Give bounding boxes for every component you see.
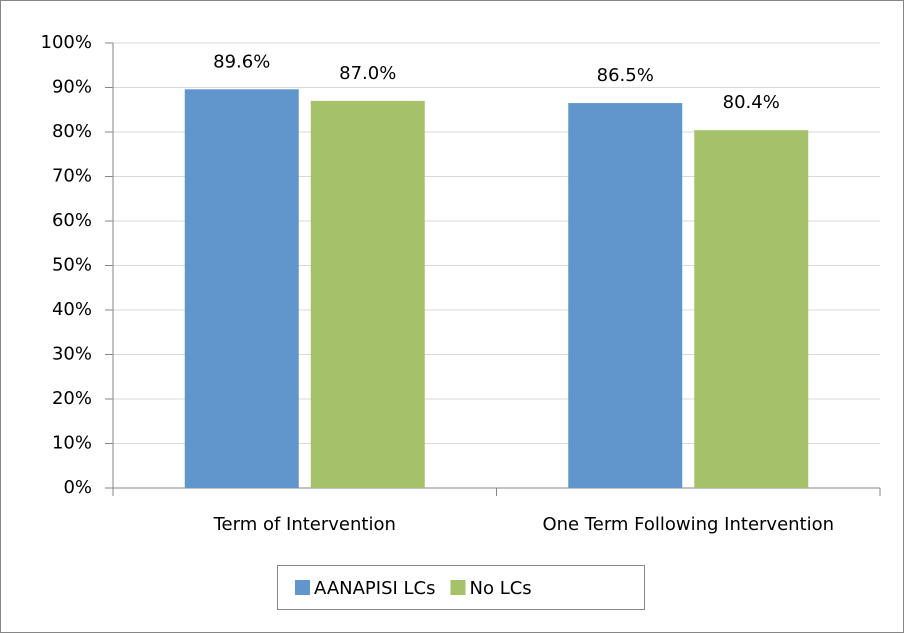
y-tick-label: 40% (52, 299, 92, 320)
bar (184, 89, 299, 488)
y-tick-label: 90% (52, 77, 92, 98)
bar (568, 103, 683, 488)
y-tick-label: 70% (52, 166, 92, 187)
legend-swatch (295, 580, 310, 595)
y-tick-label: 30% (52, 344, 92, 365)
bar (694, 130, 809, 488)
x-tick-label: Term of Intervention (213, 514, 396, 535)
y-tick-label: 80% (52, 121, 92, 142)
legend-swatch (450, 580, 466, 595)
y-tick-label: 0% (63, 477, 92, 498)
data-label: 80.4% (723, 92, 780, 113)
legend-label: No LCs (470, 578, 532, 599)
y-tick-label: 10% (52, 433, 92, 454)
y-tick-label: 50% (52, 255, 92, 276)
y-tick-label: 60% (52, 210, 92, 231)
y-tick-label: 20% (52, 388, 92, 409)
y-tick-label: 100% (41, 32, 92, 53)
legend-label: AANAPISI LCs (314, 578, 436, 599)
data-label: 86.5% (597, 65, 654, 86)
x-tick-label: One Term Following Intervention (542, 514, 834, 535)
data-label: 87.0% (339, 63, 396, 84)
bar (310, 100, 425, 488)
data-label: 89.6% (213, 51, 270, 72)
